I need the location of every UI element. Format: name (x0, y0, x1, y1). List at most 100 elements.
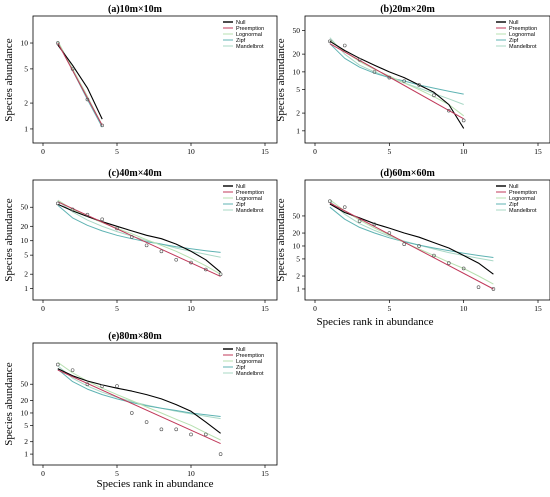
y-tick-label: 50 (21, 203, 29, 212)
y-tick-label: 50 (293, 211, 301, 220)
x-tick-label: 0 (41, 147, 45, 156)
y-tick-label: 50 (21, 380, 29, 389)
data-point (432, 93, 436, 98)
panel-title: (d)60m×60m (380, 168, 435, 179)
legend-label: Zipf (236, 365, 246, 371)
y-axis-label: Species abundance (3, 362, 15, 445)
data-point (55, 41, 60, 45)
y-tick-label: 1 (296, 126, 300, 135)
panel-title: (c)40m×40m (108, 168, 162, 179)
series-line-lognormal (329, 39, 465, 117)
data-point (387, 75, 392, 80)
panel-title: (e)80m×80m (108, 331, 162, 342)
legend-label: Lognormal (236, 196, 262, 202)
data-point (85, 97, 90, 102)
data-point (70, 207, 75, 212)
data-point (115, 226, 119, 231)
y-tick-label: 10 (21, 408, 29, 417)
data-point (446, 108, 451, 113)
x-tick-label: 10 (460, 147, 468, 156)
plot-frame (32, 179, 278, 301)
y-tick-label: 10 (293, 67, 301, 76)
x-tick-label: 15 (534, 304, 542, 313)
legend-label: Null (236, 184, 245, 190)
legend-label: Zipf (236, 202, 246, 208)
legend-label: Null (236, 20, 245, 26)
data-point (402, 242, 407, 247)
legend-label: Lognormal (509, 196, 535, 202)
series-line-preemption (329, 202, 494, 290)
y-tick-label: 5 (24, 64, 28, 73)
data-point (218, 452, 223, 456)
panel-title: (a)10m×10m (108, 4, 163, 15)
legend-label: Preemption (509, 26, 537, 32)
legend-label: Null (509, 20, 518, 26)
x-tick-label: 10 (187, 147, 195, 156)
x-tick-label: 15 (534, 147, 542, 156)
x-tick-label: 0 (313, 304, 317, 313)
data-point (144, 243, 149, 248)
data-point (70, 67, 75, 71)
data-point (204, 432, 208, 437)
data-point (159, 249, 164, 254)
data-point (218, 272, 223, 277)
chart-panel-4: (d)60m×60m 0 5 10 15 1 2 5 10 20 50 Species abundan… (275, 168, 550, 328)
data-point (417, 83, 421, 87)
y-tick-label: 10 (293, 241, 301, 250)
series-line-mandelbrot (57, 200, 221, 258)
legend-label: Lognormal (236, 32, 262, 38)
data-point (55, 201, 60, 206)
data-point (85, 382, 90, 387)
x-tick-label: 10 (187, 469, 195, 478)
panel-title: (b)20m×20m (380, 4, 435, 15)
plot-frame (304, 15, 550, 144)
data-point (130, 411, 134, 415)
y-axis-label: Species abundance (275, 198, 287, 281)
x-tick-label: 5 (115, 147, 119, 156)
x-tick-label: 0 (313, 147, 317, 156)
data-point (55, 362, 60, 367)
plot-frame (32, 342, 278, 466)
y-tick-label: 2 (24, 99, 28, 108)
series-line-zipf (329, 206, 494, 258)
x-tick-label: 5 (387, 304, 391, 313)
data-point (204, 267, 208, 272)
y-tick-label: 10 (21, 236, 29, 245)
legend-label: Preemption (236, 26, 264, 32)
x-tick-label: 5 (115, 304, 119, 313)
y-tick-label: 1 (24, 124, 28, 133)
data-point (476, 285, 481, 289)
series-line-preemption (57, 369, 221, 445)
legend-label: Zipf (509, 38, 519, 44)
x-tick-label: 10 (187, 304, 195, 313)
data-point (417, 244, 421, 248)
data-point (189, 260, 193, 265)
y-tick-label: 5 (296, 254, 300, 263)
y-tick-label: 20 (293, 50, 301, 59)
chart-panel-5: (e)80m×80m 0 5 10 15 1 2 5 10 20 50 Species abundan… (3, 331, 278, 490)
data-point (357, 58, 362, 62)
legend-label: Mandelbrot (509, 208, 537, 214)
legend-label: Preemption (236, 353, 264, 359)
y-tick-label: 5 (24, 251, 28, 260)
data-point (115, 384, 119, 388)
data-point (100, 123, 104, 128)
chart-panel-2: (b)20m×20m 0 5 10 15 1 2 5 10 20 50 Species abundan… (275, 4, 550, 156)
x-tick-label: 5 (387, 147, 391, 156)
legend-label: Null (236, 347, 245, 353)
y-tick-label: 20 (21, 222, 29, 231)
plot-frame (304, 179, 550, 301)
x-tick-label: 15 (261, 469, 269, 478)
data-point (432, 253, 436, 258)
series-line-null (57, 368, 221, 434)
data-point (85, 212, 90, 217)
legend-label: Zipf (236, 38, 246, 44)
series-line-mandelbrot (329, 37, 464, 105)
data-point (402, 79, 407, 83)
x-tick-label: 10 (460, 304, 468, 313)
y-axis-label: Species abundance (275, 38, 287, 121)
data-point (357, 219, 362, 223)
data-point (461, 266, 466, 271)
